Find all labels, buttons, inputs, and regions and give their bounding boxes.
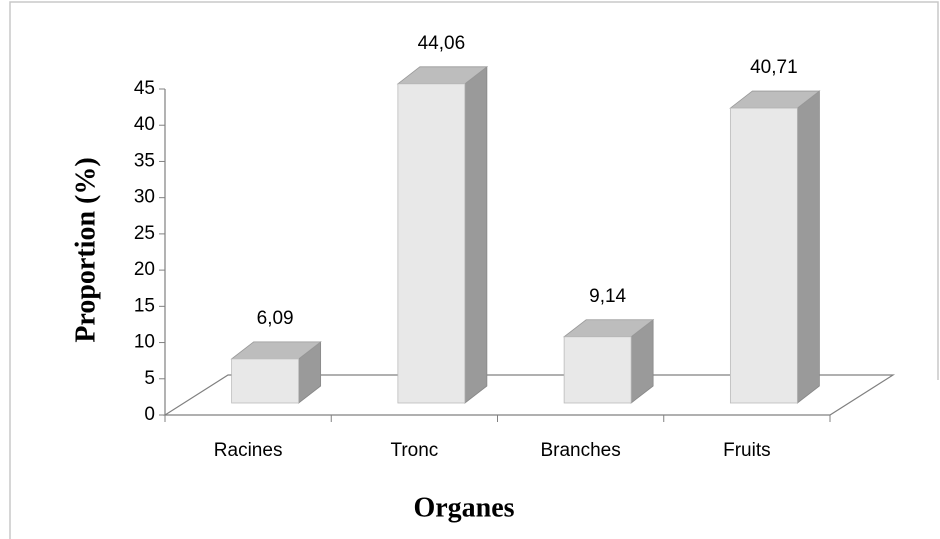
y-tick-label: 0 <box>144 404 155 425</box>
bar <box>729 107 798 404</box>
y-tick-label: 35 <box>134 150 155 171</box>
value-label: 40,71 <box>750 57 798 78</box>
bar <box>397 83 466 404</box>
x-axis-label: Organes <box>413 492 514 523</box>
y-tick-label: 30 <box>134 187 155 208</box>
bar <box>563 336 632 404</box>
y-tick-label: 40 <box>134 114 155 135</box>
value-label: 44,06 <box>418 33 466 54</box>
x-tick-label: Fruits <box>723 440 771 461</box>
x-tick-label: Branches <box>540 440 620 461</box>
value-label: 6,09 <box>257 308 294 329</box>
x-tick-label: Racines <box>214 440 283 461</box>
value-label: 9,14 <box>589 286 626 307</box>
bar <box>231 358 300 404</box>
chart-border <box>9 1 939 539</box>
y-tick-label: 20 <box>134 259 155 280</box>
y-tick-label: 5 <box>144 368 155 389</box>
y-tick-label: 10 <box>134 332 155 353</box>
x-tick-label: Tronc <box>390 440 438 461</box>
bar-side <box>464 65 488 404</box>
y-tick-label: 15 <box>134 295 155 316</box>
floor <box>162 374 896 416</box>
y-tick-label: 45 <box>134 78 155 99</box>
y-tick-label: 25 <box>134 223 155 244</box>
y-axis-label: Proportion (%) <box>70 157 101 342</box>
bar-side <box>796 90 820 404</box>
